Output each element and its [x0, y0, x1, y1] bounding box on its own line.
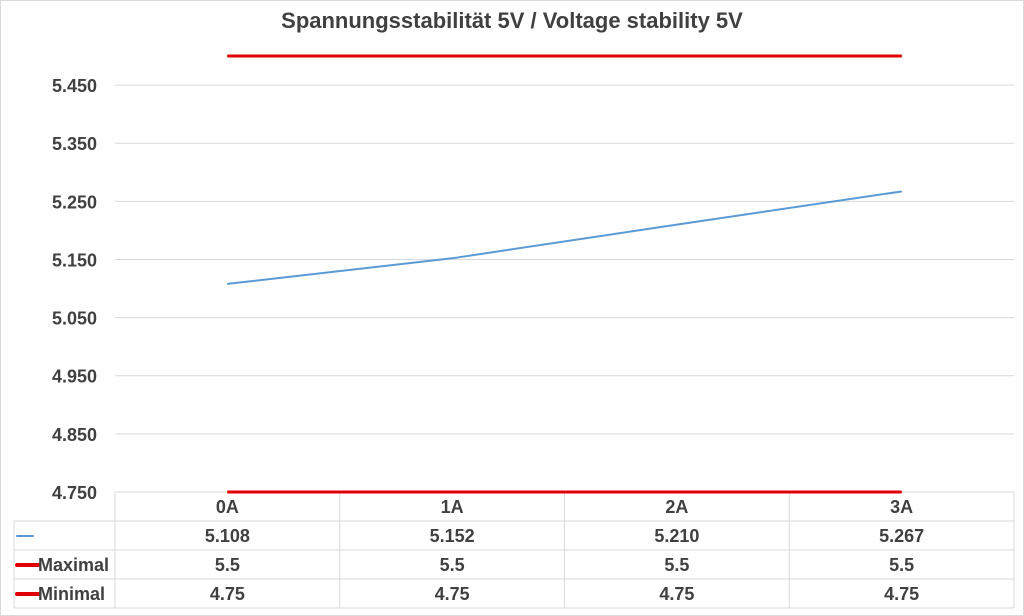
- x-category-label: 1A: [441, 497, 464, 517]
- data-table-value: 5.5: [215, 555, 240, 575]
- chart-title: Spannungsstabilität 5V / Voltage stabili…: [281, 8, 743, 33]
- data-point: [451, 491, 453, 493]
- data-point: [451, 55, 453, 57]
- gridlines: [115, 84, 1014, 493]
- y-tick-label: 4.750: [52, 483, 97, 503]
- data-point: [901, 491, 903, 493]
- y-axis-ticks: 4.750 4.850 4.950 5.050 5.150 5.250 5.350 5.450: [52, 76, 97, 503]
- data-table-value: 4.75: [884, 584, 919, 604]
- data-table-value: 5.108: [205, 526, 250, 546]
- legend-label: Maximal: [38, 555, 109, 575]
- data-table-value: 5.5: [889, 555, 914, 575]
- data-table-value: 4.75: [435, 584, 470, 604]
- data-point: [676, 55, 678, 57]
- data-table: 0A 1A 2A 3A 5.108 5.152 5.210 5.267 Maximal 5.5 5.…: [13, 491, 1015, 609]
- data-table-value: 5.210: [654, 526, 699, 546]
- data-point: [226, 283, 228, 285]
- x-category-label: 3A: [890, 497, 913, 517]
- data-table-value: 4.75: [210, 584, 245, 604]
- x-category-label: 0A: [216, 497, 239, 517]
- data-point: [676, 224, 678, 226]
- x-category-label: 2A: [665, 497, 688, 517]
- series-line-voltage: [227, 190, 902, 285]
- data-point: [226, 55, 228, 57]
- y-tick-label: 5.350: [52, 134, 97, 154]
- data-table-value: 5.5: [664, 555, 689, 575]
- y-tick-label: 4.950: [52, 367, 97, 387]
- legend-label: Minimal: [38, 584, 105, 604]
- data-point: [901, 55, 903, 57]
- data-point: [451, 257, 453, 259]
- data-table-value: 5.5: [440, 555, 465, 575]
- data-point: [226, 491, 228, 493]
- series-lines: [226, 54, 903, 494]
- y-tick-label: 5.150: [52, 250, 97, 270]
- y-tick-label: 5.250: [52, 192, 97, 212]
- y-tick-label: 4.850: [52, 425, 97, 445]
- y-tick-label: 5.050: [52, 309, 97, 329]
- data-point: [901, 190, 903, 192]
- data-table-value: 5.267: [879, 526, 924, 546]
- data-table-value: 4.75: [659, 584, 694, 604]
- data-point: [676, 491, 678, 493]
- data-table-value: 5.152: [430, 526, 475, 546]
- y-tick-label: 5.450: [52, 76, 97, 96]
